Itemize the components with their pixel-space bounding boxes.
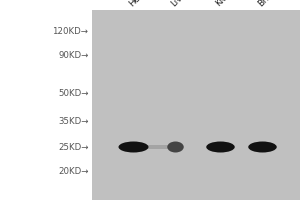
Text: 20KD→: 20KD→ <box>58 166 88 176</box>
Text: 25KD→: 25KD→ <box>58 142 88 152</box>
Ellipse shape <box>118 142 148 152</box>
Text: 120KD→: 120KD→ <box>52 26 88 36</box>
Text: Heart: Heart <box>127 0 151 8</box>
Text: 50KD→: 50KD→ <box>58 88 88 98</box>
Ellipse shape <box>248 142 277 152</box>
Text: 35KD→: 35KD→ <box>58 116 88 126</box>
Text: Liver: Liver <box>169 0 190 8</box>
Text: Brain: Brain <box>256 0 278 8</box>
Bar <box>92 10 300 200</box>
Bar <box>147 145 168 149</box>
Ellipse shape <box>167 142 184 152</box>
Text: Kidney: Kidney <box>214 0 242 8</box>
Text: 90KD→: 90KD→ <box>58 51 88 60</box>
Ellipse shape <box>206 142 235 152</box>
